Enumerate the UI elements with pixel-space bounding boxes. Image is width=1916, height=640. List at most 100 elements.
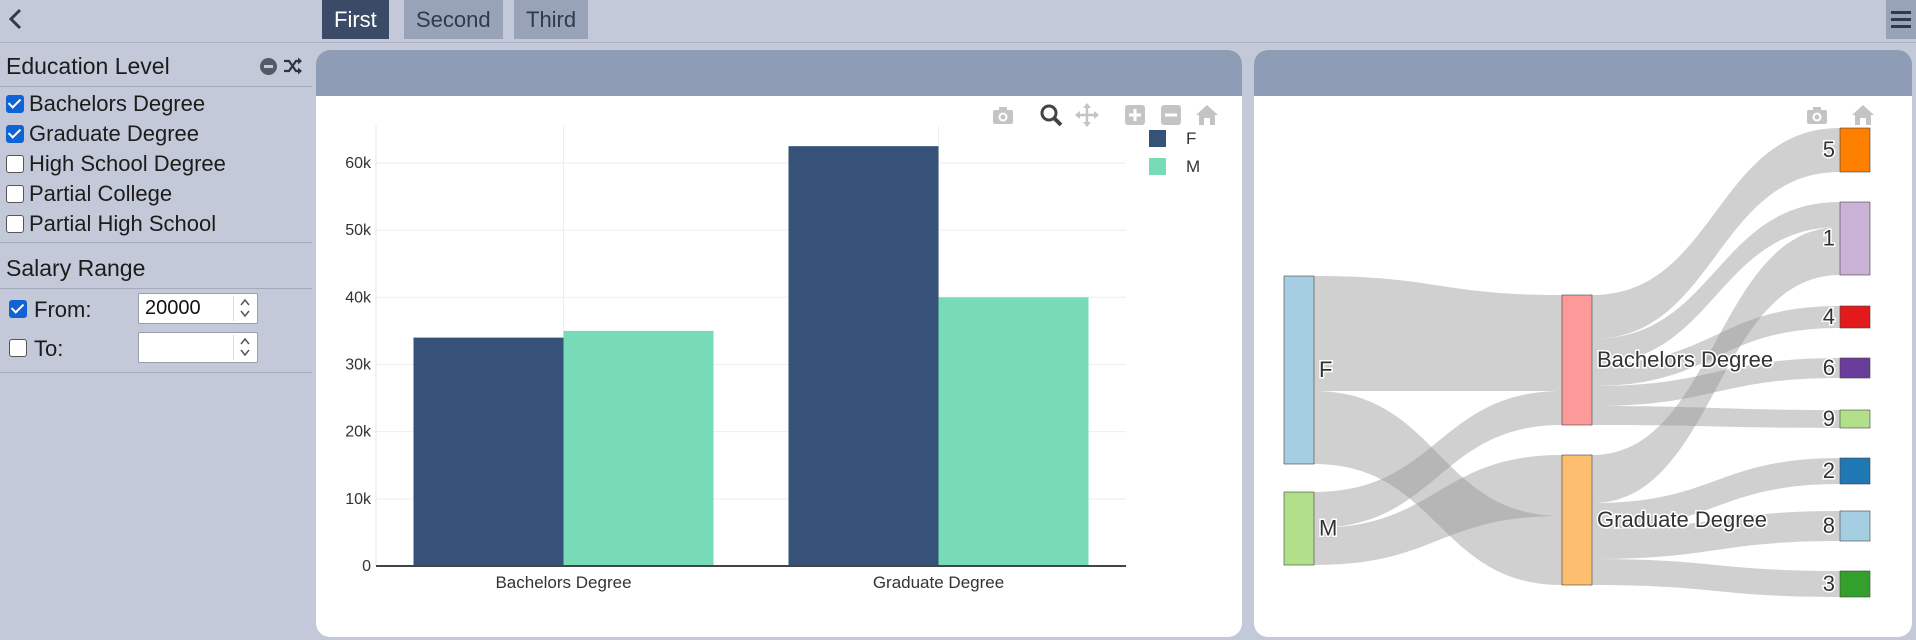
y-tick-label: 60k [345,155,372,172]
sankey-link [1314,391,1562,528]
sankey-node [1283,491,1315,566]
y-tick-label: 40k [345,289,372,306]
x-tick-label: Graduate Degree [873,573,1004,592]
sankey-body: F M Bachelors Degree Graduate Degree 5 1 4 6 9 2 8… [1254,96,1912,637]
camera-icon[interactable] [990,102,1016,128]
sankey-panel: F M Bachelors Degree Graduate Degree 5 1 4 6 9 2 8… [1254,50,1912,637]
salary-from-input[interactable]: 20000 [138,293,258,324]
checkbox[interactable] [6,155,24,173]
sankey-node-label: Graduate Degree [1597,507,1767,532]
sankey-link [1314,391,1562,585]
spin-up-icon[interactable] [239,336,251,346]
sankey-node [1839,457,1871,485]
sankey-node-label: 2 [1823,458,1835,483]
option-label: High School Degree [29,151,226,176]
collapse-minus-icon[interactable] [260,58,277,75]
salary-range-header: Salary Range [0,243,312,289]
sankey-link [1592,559,1840,597]
zoom-in-icon[interactable] [1122,102,1148,128]
option-label: Partial College [29,181,173,206]
sankey-node-label: F [1319,357,1332,382]
panel-header [316,50,1242,96]
option-partial-college[interactable]: Partial College [0,179,312,209]
sankey-node-label: 4 [1823,304,1835,329]
sankey-node [1839,305,1871,329]
checkbox[interactable] [6,125,24,143]
salary-to-row: To: [0,328,312,367]
x-tick-label: Bachelors Degree [495,573,631,592]
home-icon[interactable] [1850,102,1876,128]
sankey-chart: F M Bachelors Degree Graduate Degree 5 1 4 6 9 2 8… [1283,127,1871,598]
sankey-node-label: 8 [1823,513,1835,538]
salary-from-checkbox[interactable] [9,300,27,318]
sankey-link [1592,128,1840,339]
sankey-node [1839,357,1871,379]
option-bachelors-degree[interactable]: Bachelors Degree [0,89,312,119]
sankey-node-label: M [1319,516,1337,541]
bar-chart-panel: 0 10k 20k 30k 40k 50k 60k Bachelors Degree Gradu… [316,50,1242,637]
sankey-link [1592,358,1840,406]
sankey-link [1592,227,1840,503]
salary-to-checkbox[interactable] [9,339,27,357]
education-level-title: Education Level [6,53,170,79]
sidebar: Education Level Bachelors Degree Graduat… [0,43,312,640]
panel-header [1254,50,1912,96]
salary-from-value: 20000 [145,297,201,319]
salary-to-label: To: [34,336,64,361]
legend-label: M [1186,157,1200,176]
salary-to-spinner[interactable] [233,335,255,360]
sankey-node [1561,454,1593,586]
option-high-school-degree[interactable]: High School Degree [0,149,312,179]
pan-icon[interactable] [1074,102,1100,128]
y-tick-label: 0 [362,558,371,575]
spin-down-icon[interactable] [239,348,251,358]
spin-down-icon[interactable] [239,309,251,319]
y-tick-label: 50k [345,222,372,239]
sankey-link [1592,306,1840,386]
salary-from-label: From: [34,297,92,322]
bar-m [938,297,1089,566]
sankey-node-label: 9 [1823,406,1835,431]
salary-from-spinner[interactable] [233,296,255,321]
camera-icon[interactable] [1804,102,1830,128]
bar-chart: 0 10k 20k 30k 40k 50k 60k Bachelors Degree Gradu… [345,126,1200,592]
home-icon[interactable] [1194,102,1220,128]
sankey-link [1592,202,1840,364]
salary-to-input[interactable] [138,332,258,363]
sankey-node-label: 5 [1823,137,1835,162]
sankey-node-label: 1 [1823,226,1835,251]
option-graduate-degree[interactable]: Graduate Degree [0,119,312,149]
tab-first[interactable]: First [322,0,389,39]
sankey-link [1314,276,1562,391]
legend-swatch-f [1149,130,1166,147]
tab-third[interactable]: Third [514,0,589,39]
salary-range-title: Salary Range [6,255,146,281]
legend-swatch-m [1149,158,1166,175]
sankey-node [1839,570,1871,598]
option-partial-high-school[interactable]: Partial High School [0,209,312,239]
sankey-node [1283,275,1315,465]
tab-second[interactable]: Second [404,0,503,39]
divider [0,242,312,243]
option-label: Graduate Degree [29,121,199,146]
sankey-node-label: Bachelors Degree [1597,347,1773,372]
zoom-icon[interactable] [1038,102,1064,128]
sankey-node [1839,127,1871,173]
sankey-node-label: 6 [1823,355,1835,380]
option-label: Bachelors Degree [29,91,206,116]
spin-up-icon[interactable] [239,297,251,307]
hamburger-menu-icon[interactable] [1886,0,1916,39]
zoom-out-icon[interactable] [1158,102,1184,128]
y-tick-label: 30k [345,356,372,373]
top-bar: First Second Third [0,0,1916,43]
shuffle-icon[interactable] [282,55,304,77]
back-icon[interactable] [4,6,28,34]
checkbox[interactable] [6,95,24,113]
education-level-header: Education Level [0,43,312,87]
bar-m [563,330,714,566]
checkbox[interactable] [6,215,24,233]
y-tick-label: 10k [345,491,372,508]
bar-f [788,146,939,566]
checkbox[interactable] [6,185,24,203]
sankey-node [1839,409,1871,429]
